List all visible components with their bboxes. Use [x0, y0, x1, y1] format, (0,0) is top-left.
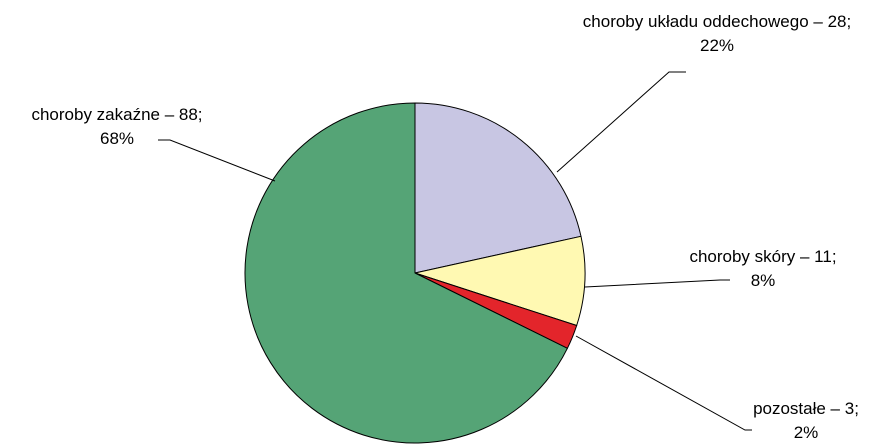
leader-line-zakazne	[158, 139, 276, 182]
pie-slice-choroby-skory	[414, 235, 586, 327]
data-label-oddechowego-line2: 22%	[700, 36, 734, 55]
data-label-zakazne-line1: choroby zakaźne – 88;	[31, 105, 202, 124]
data-labels: choroby układu oddechowego – 28; 22% cho…	[31, 12, 858, 442]
data-label-skory-line2: 8%	[751, 271, 776, 290]
leader-line-pozostale	[575, 335, 752, 431]
leader-line-skory	[584, 279, 730, 288]
data-label-skory-line1: choroby skóry – 11;	[689, 247, 836, 266]
leader-line-oddechowego	[556, 71, 686, 173]
data-label-pozostale-line2: 2%	[794, 423, 819, 442]
pie-slices	[244, 102, 586, 444]
data-label-zakazne-line2: 68%	[100, 129, 134, 148]
pie-slice-choroby-ukladu-oddechowego	[414, 102, 582, 274]
data-label-pozostale-line1: pozostałe – 3;	[753, 399, 859, 418]
leader-lines	[158, 71, 752, 431]
pie-slice-choroby-zakazne	[244, 102, 568, 444]
data-label-oddechowego-line1: choroby układu oddechowego – 28;	[583, 12, 851, 31]
